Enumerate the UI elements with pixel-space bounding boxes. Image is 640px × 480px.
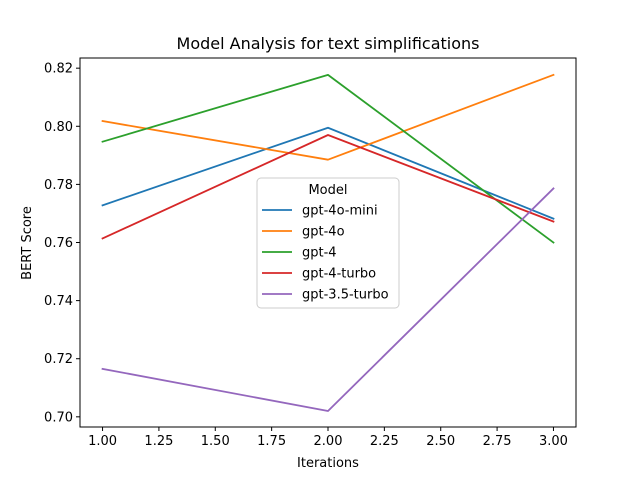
x-tick-label: 3.00 — [539, 434, 568, 449]
x-tick-label: 2.50 — [426, 434, 455, 449]
y-axis-label: BERT Score — [20, 206, 35, 280]
y-tick-label: 0.74 — [44, 294, 73, 309]
x-tick-label: 1.75 — [257, 434, 286, 449]
legend-label-gpt-4o: gpt-4o — [302, 225, 345, 240]
chart-title: Model Analysis for text simplifications — [177, 34, 480, 53]
x-tick-label: 1.25 — [144, 434, 173, 449]
x-tick-label: 1.50 — [201, 434, 230, 449]
x-tick-label: 2.00 — [314, 434, 343, 449]
legend-frame — [256, 177, 400, 309]
x-axis-label: Iterations — [297, 456, 359, 471]
y-tick-label: 0.78 — [44, 178, 73, 193]
y-tick-label: 0.70 — [44, 410, 73, 425]
legend-label-gpt-4-turbo: gpt-4-turbo — [302, 267, 376, 282]
x-tick-label: 1.00 — [88, 434, 117, 449]
series-lines — [101, 73, 555, 412]
legend-label-gpt-4: gpt-4 — [302, 246, 337, 261]
legend-items: gpt-4o-mini gpt-4o gpt-4 gpt-4-turbo gpt-3.5… — [262, 204, 389, 303]
legend: Model gpt-4o-minigpt-4ogpt-4gpt-4-turbog… — [256, 177, 400, 309]
x-axis-ticks: 1.00 1.25 1.50 1.75 2.00 2.25 2.50 2.75 3.00 — [88, 427, 568, 449]
x-tick-label: 2.75 — [483, 434, 512, 449]
y-tick-label: 0.80 — [44, 120, 73, 135]
y-axis-ticks: 0.70 0.72 0.74 0.76 0.78 0.80 0.82 — [44, 62, 80, 425]
legend-label-gpt-3.5-turbo: gpt-3.5-turbo — [302, 288, 389, 303]
legend-title: Model — [308, 183, 347, 198]
legend-label-gpt-4o-mini: gpt-4o-mini — [302, 204, 378, 219]
x-tick-label: 2.25 — [370, 434, 399, 449]
y-tick-label: 0.76 — [44, 236, 73, 251]
y-tick-label: 0.72 — [44, 352, 73, 367]
y-tick-label: 0.82 — [44, 62, 73, 77]
